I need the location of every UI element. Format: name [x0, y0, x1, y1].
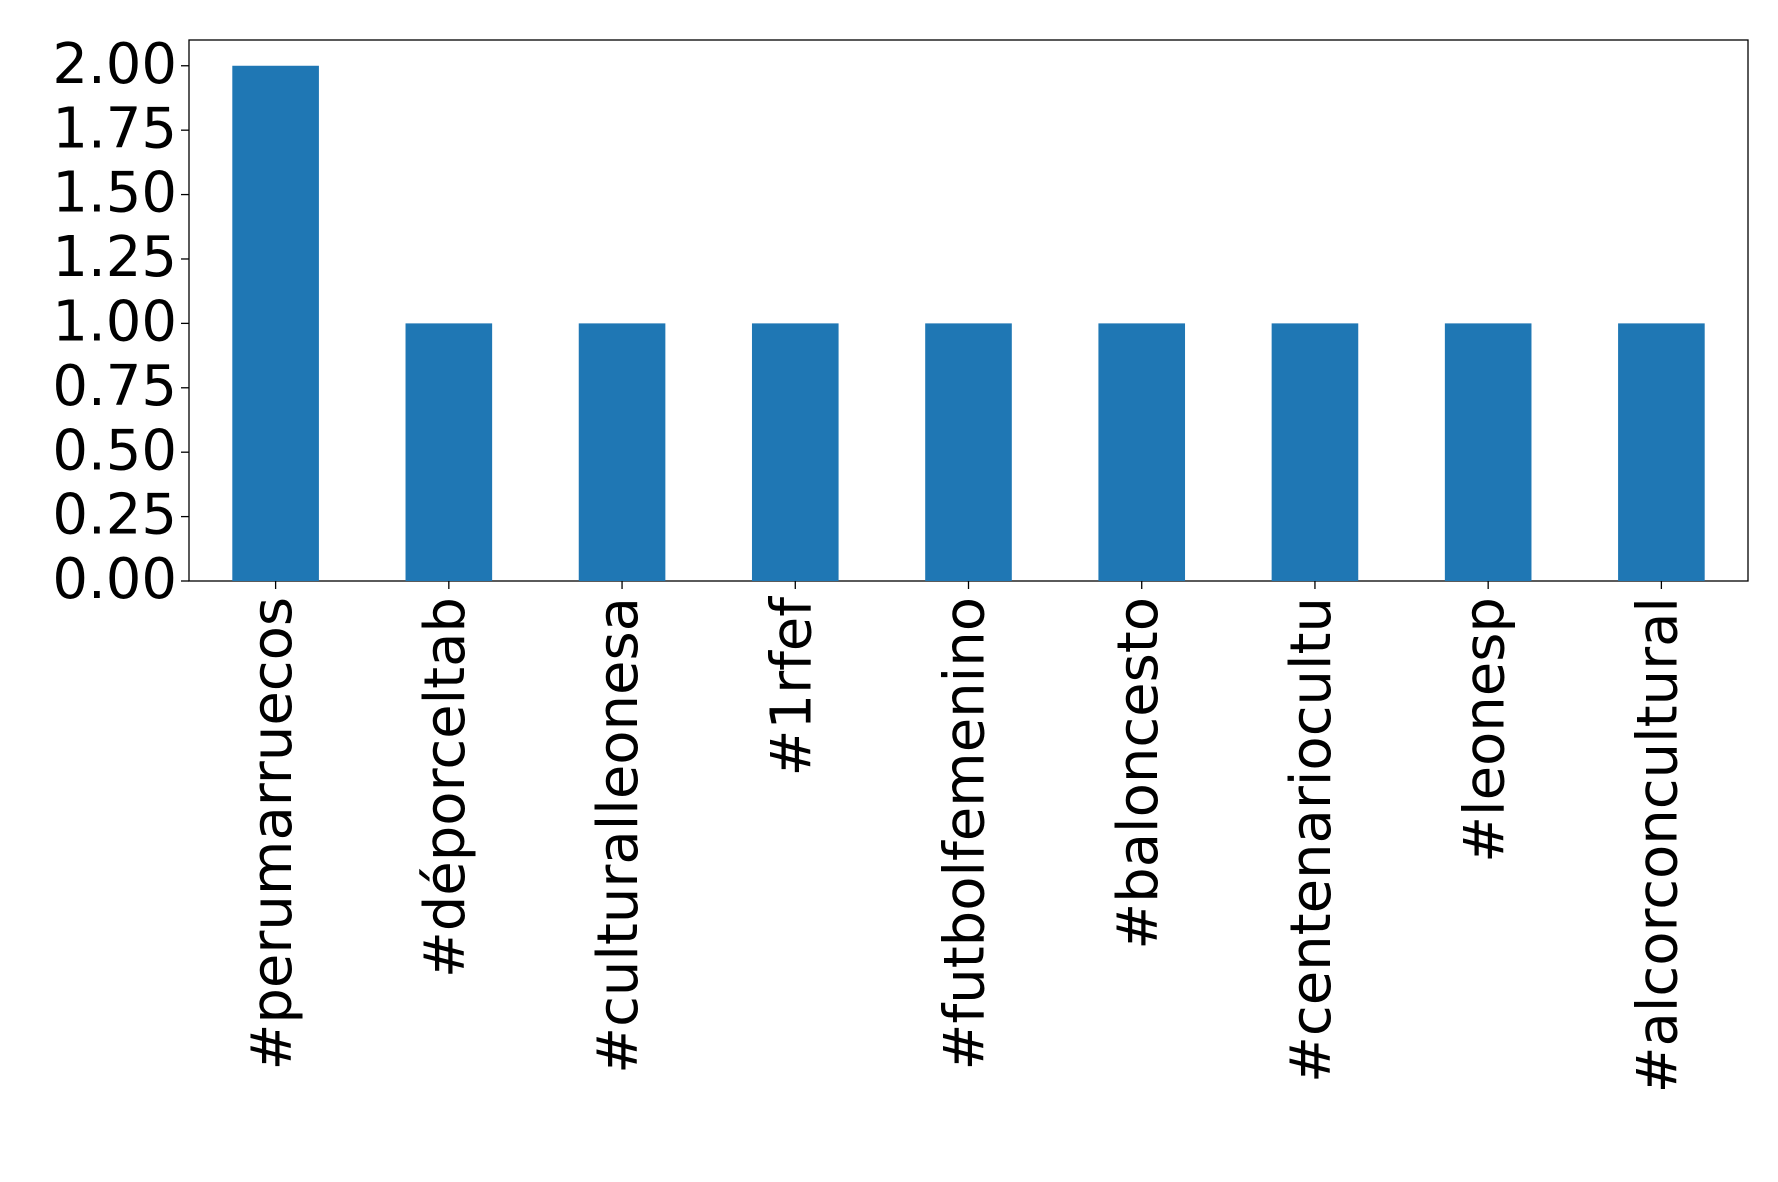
y-tick-label: 0.00: [52, 547, 177, 612]
bar: [1444, 323, 1532, 581]
y-tick-label: 1.00: [52, 290, 177, 355]
bar: [1618, 323, 1705, 581]
y-tick-label: 2.00: [52, 32, 177, 97]
bar: [1098, 323, 1186, 581]
x-tick-label: #culturalleonesa: [586, 597, 651, 1074]
x-tick-label: #déporceltab: [413, 597, 478, 978]
bar: [405, 323, 493, 581]
x-tick-label: #perumarruecos: [240, 597, 305, 1071]
x-tick-label: #1rfef: [759, 596, 824, 777]
bar: [751, 323, 839, 581]
y-tick-label: 0.75: [52, 354, 177, 419]
bar: [232, 65, 319, 581]
y-tick-label: 1.75: [52, 96, 177, 161]
y-tick-label: 0.50: [52, 418, 177, 483]
x-tick-label: #baloncesto: [1106, 597, 1171, 950]
y-tick-label: 1.25: [52, 225, 177, 290]
bar: [925, 323, 1012, 581]
x-tick-label: #centenariocultu: [1279, 597, 1344, 1083]
y-tick-label: 1.50: [52, 161, 177, 226]
bar: [578, 323, 666, 581]
y-tick-label: 0.25: [52, 483, 177, 548]
x-tick-label: #futbolfemenino: [933, 597, 998, 1070]
x-tick-label: #alcorconcultural: [1626, 597, 1691, 1093]
bar: [1271, 323, 1359, 581]
x-tick-label: #leonesp: [1452, 597, 1517, 863]
